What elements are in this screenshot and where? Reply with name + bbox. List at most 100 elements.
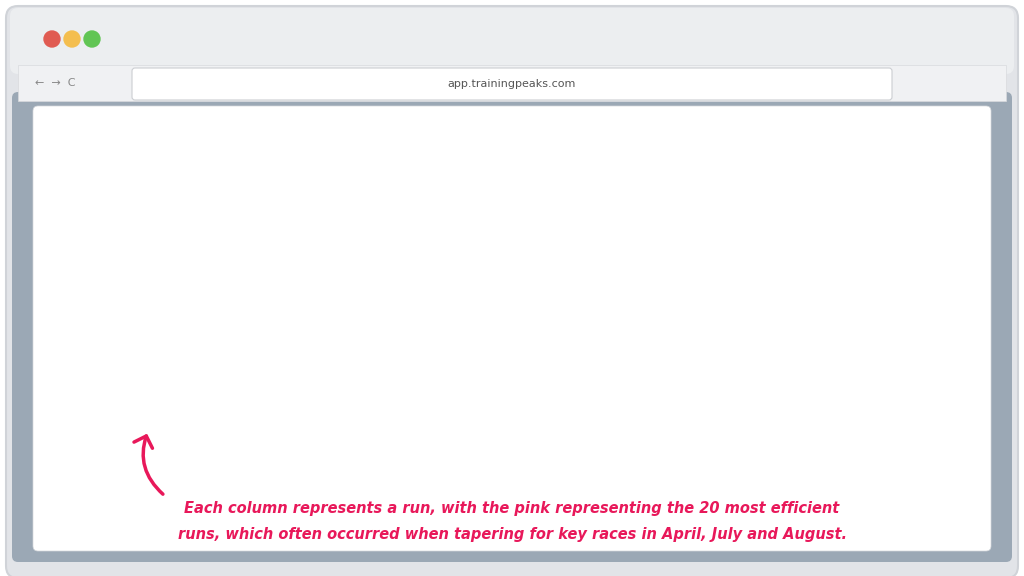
Bar: [418, 353, 421, 487]
Bar: [443, 329, 445, 487]
Bar: [446, 312, 450, 487]
Bar: [888, 271, 890, 487]
Bar: [166, 301, 168, 487]
Bar: [190, 253, 193, 487]
Bar: [152, 316, 154, 487]
FancyBboxPatch shape: [12, 92, 1012, 562]
Bar: [958, 324, 962, 487]
Bar: [123, 396, 125, 487]
Bar: [606, 330, 609, 487]
Bar: [322, 334, 325, 487]
Bar: [194, 270, 197, 487]
Bar: [671, 293, 673, 487]
Bar: [866, 167, 869, 487]
Bar: [912, 353, 915, 487]
Bar: [451, 275, 453, 487]
Bar: [500, 261, 503, 487]
Bar: [369, 337, 371, 487]
Bar: [571, 385, 573, 487]
Bar: [471, 270, 474, 487]
Bar: [728, 286, 730, 487]
Bar: [383, 391, 385, 487]
Bar: [251, 274, 253, 487]
Bar: [422, 344, 424, 487]
Bar: [461, 324, 463, 487]
Bar: [931, 259, 933, 487]
FancyArrowPatch shape: [134, 436, 163, 494]
Bar: [155, 214, 158, 487]
Bar: [970, 321, 972, 487]
Bar: [613, 304, 616, 487]
Bar: [664, 335, 666, 487]
Bar: [767, 279, 769, 487]
Bar: [347, 323, 349, 487]
Bar: [333, 332, 335, 487]
Bar: [589, 325, 592, 487]
Bar: [702, 256, 706, 487]
Bar: [938, 207, 940, 487]
Bar: [357, 349, 360, 487]
Bar: [635, 201, 638, 487]
Bar: [244, 185, 246, 487]
Bar: [237, 300, 239, 487]
Bar: [685, 331, 687, 487]
Bar: [504, 321, 506, 487]
Bar: [254, 256, 257, 487]
Bar: [354, 313, 356, 487]
Bar: [536, 360, 538, 487]
Bar: [557, 343, 559, 487]
Bar: [521, 426, 523, 487]
Bar: [70, 316, 72, 487]
Bar: [688, 287, 691, 487]
Bar: [674, 284, 677, 487]
Bar: [803, 344, 805, 487]
Bar: [425, 352, 428, 487]
Bar: [735, 297, 737, 487]
Bar: [668, 351, 670, 487]
FancyBboxPatch shape: [6, 6, 1018, 576]
Bar: [550, 438, 552, 487]
Bar: [215, 303, 218, 487]
Bar: [329, 332, 332, 487]
Bar: [714, 343, 716, 487]
Bar: [468, 257, 470, 487]
Bar: [396, 275, 399, 487]
Bar: [820, 282, 822, 487]
Bar: [311, 347, 313, 487]
Bar: [372, 321, 375, 487]
Bar: [678, 353, 680, 487]
Bar: [116, 347, 118, 487]
Bar: [603, 259, 605, 487]
Bar: [531, 314, 535, 487]
Bar: [963, 314, 965, 487]
Bar: [539, 357, 542, 487]
Bar: [91, 349, 93, 487]
Bar: [439, 259, 442, 487]
Bar: [842, 276, 844, 487]
Bar: [130, 323, 132, 487]
Text: ←  →  C: ← → C: [35, 78, 75, 88]
Bar: [724, 328, 727, 487]
Bar: [497, 270, 499, 487]
Bar: [731, 269, 733, 487]
Bar: [599, 325, 602, 487]
Bar: [528, 323, 530, 487]
Bar: [393, 280, 395, 487]
Bar: [763, 319, 766, 487]
FancyBboxPatch shape: [10, 8, 1014, 74]
Bar: [376, 410, 378, 487]
Bar: [792, 260, 795, 487]
Bar: [756, 289, 759, 487]
Bar: [660, 321, 663, 487]
Bar: [525, 330, 527, 487]
Text: runs, which often occurred when tapering for key races in April, July and August: runs, which often occurred when tapering…: [177, 526, 847, 541]
Bar: [745, 345, 748, 487]
Text: EF: EF: [279, 77, 291, 87]
Bar: [741, 329, 744, 487]
Bar: [261, 185, 264, 487]
Bar: [784, 346, 787, 487]
Bar: [909, 325, 911, 487]
Bar: [80, 292, 83, 487]
Bar: [464, 338, 467, 487]
Bar: [774, 262, 776, 487]
